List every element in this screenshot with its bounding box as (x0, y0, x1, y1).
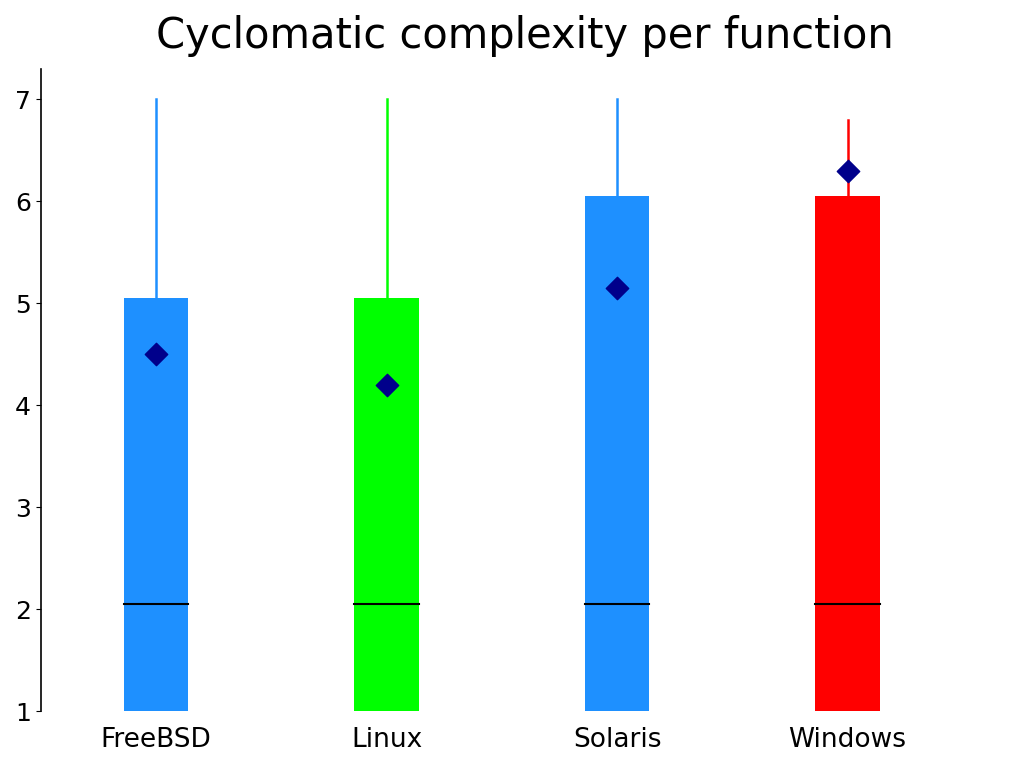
Bar (585, 197, 649, 711)
Point (609, 282, 626, 294)
Point (840, 164, 856, 177)
Bar (815, 197, 880, 711)
Title: Cyclomatic complexity per function: Cyclomatic complexity per function (156, 15, 894, 57)
Point (147, 348, 164, 360)
Point (378, 379, 394, 391)
Bar (124, 298, 188, 711)
Bar (354, 298, 419, 711)
